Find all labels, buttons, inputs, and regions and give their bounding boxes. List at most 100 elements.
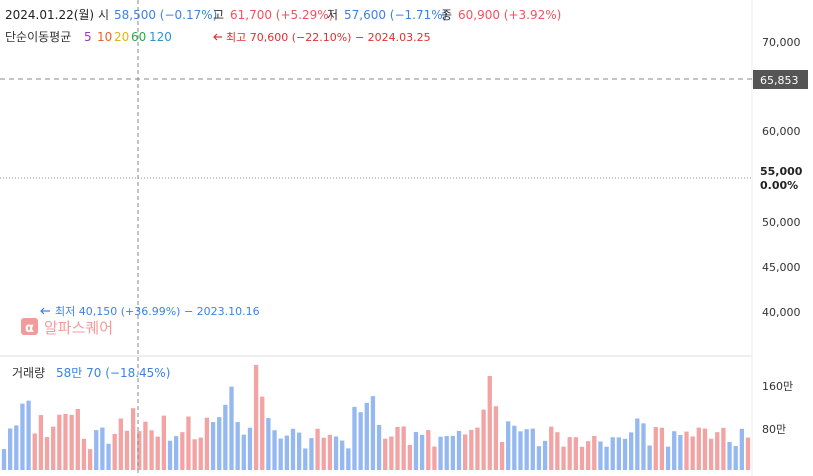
volume-bar bbox=[678, 435, 683, 470]
volume-bar bbox=[733, 446, 738, 470]
volume-bar bbox=[32, 433, 37, 470]
volume-bar bbox=[204, 417, 210, 470]
volume-bar bbox=[407, 444, 412, 470]
volume-bar bbox=[376, 424, 382, 470]
low-label: 저 bbox=[327, 8, 338, 22]
volume-bar bbox=[475, 427, 480, 470]
volume-bar bbox=[186, 416, 191, 470]
volume-bar bbox=[94, 430, 99, 470]
volume-bar bbox=[493, 406, 499, 470]
volume-bar bbox=[192, 439, 197, 470]
price-axis-tick: 45,000 bbox=[762, 261, 801, 274]
volume-bar bbox=[81, 438, 87, 470]
volume-bar bbox=[149, 430, 154, 470]
volume-bar bbox=[38, 415, 44, 470]
volume-bar bbox=[383, 438, 388, 470]
volume-bar bbox=[321, 437, 326, 470]
volume-bar bbox=[130, 408, 136, 470]
volume-bar bbox=[536, 446, 542, 470]
volume-bar bbox=[87, 449, 93, 470]
volume-bar bbox=[210, 422, 216, 470]
volume-bar bbox=[14, 425, 19, 470]
volume-bar bbox=[284, 435, 289, 470]
price-axis-tick: 50,000 bbox=[762, 216, 801, 229]
volume-bar bbox=[401, 426, 406, 470]
ma-legend-10[interactable]: 10 bbox=[97, 30, 112, 44]
close-value: 60,900 (+3.92%) bbox=[458, 8, 561, 22]
volume-bar bbox=[592, 436, 597, 470]
volume-label: 거래량 bbox=[12, 366, 45, 380]
arrow-left-icon bbox=[213, 33, 222, 41]
volume-bar bbox=[235, 422, 240, 470]
volume-axis-tick: 80만 bbox=[762, 423, 786, 436]
volume-bar bbox=[57, 414, 62, 470]
alphasquare-logo-icon bbox=[21, 318, 38, 335]
volume-bar bbox=[296, 432, 302, 470]
watermark-text: 알파스퀘어 bbox=[44, 319, 113, 337]
volume-bar bbox=[167, 440, 173, 470]
volume-bar bbox=[635, 418, 640, 470]
volume-bar bbox=[549, 426, 554, 470]
volume-bar bbox=[137, 431, 142, 470]
volume-bar bbox=[278, 438, 283, 470]
volume-bar bbox=[721, 427, 726, 470]
current-price-label: 55,000 bbox=[760, 165, 803, 178]
volume-bar bbox=[450, 435, 456, 470]
volume-bar bbox=[463, 434, 468, 470]
volume-bar bbox=[26, 400, 31, 470]
close-label: 종 bbox=[441, 8, 452, 22]
high-annotation-text: 최고 70,600 (−22.10%) − 2024.03.25 bbox=[226, 31, 431, 44]
volume-bar bbox=[106, 443, 111, 470]
ma-legend-5[interactable]: 5 bbox=[84, 30, 92, 44]
volume-bar bbox=[702, 428, 708, 470]
volume-bar bbox=[518, 431, 523, 470]
current-change-label: 0.00% bbox=[760, 179, 798, 192]
volume-bar bbox=[727, 441, 732, 470]
volume-bar bbox=[198, 437, 203, 470]
open-label: 시 bbox=[98, 8, 109, 22]
ma-legend-60[interactable]: 60 bbox=[131, 30, 146, 44]
volume-bar bbox=[290, 428, 296, 470]
volume-bar bbox=[346, 448, 351, 470]
volume-bar bbox=[1, 449, 7, 470]
volume-bar bbox=[715, 432, 720, 470]
volume-bar bbox=[622, 438, 628, 470]
volume-bar bbox=[598, 441, 603, 470]
svg-text:α: α bbox=[25, 321, 34, 336]
volume-bar bbox=[352, 406, 357, 470]
volume-bar bbox=[444, 435, 449, 470]
volume-bar bbox=[438, 436, 443, 470]
volume-bar bbox=[327, 434, 333, 470]
arrow-left-icon bbox=[40, 307, 50, 315]
volume-bar bbox=[512, 425, 517, 470]
volume-bar bbox=[672, 431, 677, 470]
volume-bar bbox=[161, 415, 167, 470]
volume-bars bbox=[1, 365, 751, 470]
volume-bar bbox=[573, 437, 578, 470]
ma-legend-20[interactable]: 20 bbox=[114, 30, 129, 44]
volume-bar bbox=[217, 417, 222, 470]
volume-bar bbox=[481, 409, 486, 470]
volume-bar bbox=[616, 437, 622, 470]
volume-bar bbox=[75, 408, 80, 470]
volume-bar bbox=[419, 434, 425, 470]
high-label: 고 bbox=[213, 8, 224, 22]
volume-bar bbox=[260, 396, 265, 470]
volume-axis-tick: 160만 bbox=[762, 380, 793, 393]
volume-bar bbox=[579, 446, 585, 470]
high-annotation: 최고 70,600 (−22.10%) − 2024.03.25 bbox=[213, 31, 431, 44]
header-date: 2024.01.22(월) bbox=[5, 8, 94, 22]
volume-bar bbox=[561, 446, 566, 470]
volume-bar bbox=[567, 437, 572, 470]
volume-bar bbox=[303, 448, 308, 470]
price-axis-tick: 40,000 bbox=[762, 306, 801, 319]
volume-bar bbox=[610, 437, 615, 470]
ma-legend-120[interactable]: 120 bbox=[149, 30, 172, 44]
volume-bar bbox=[223, 404, 228, 470]
reference-price-badge bbox=[753, 70, 808, 89]
volume-bar bbox=[63, 413, 68, 470]
volume-bar bbox=[739, 428, 745, 470]
volume-bar bbox=[604, 446, 609, 470]
